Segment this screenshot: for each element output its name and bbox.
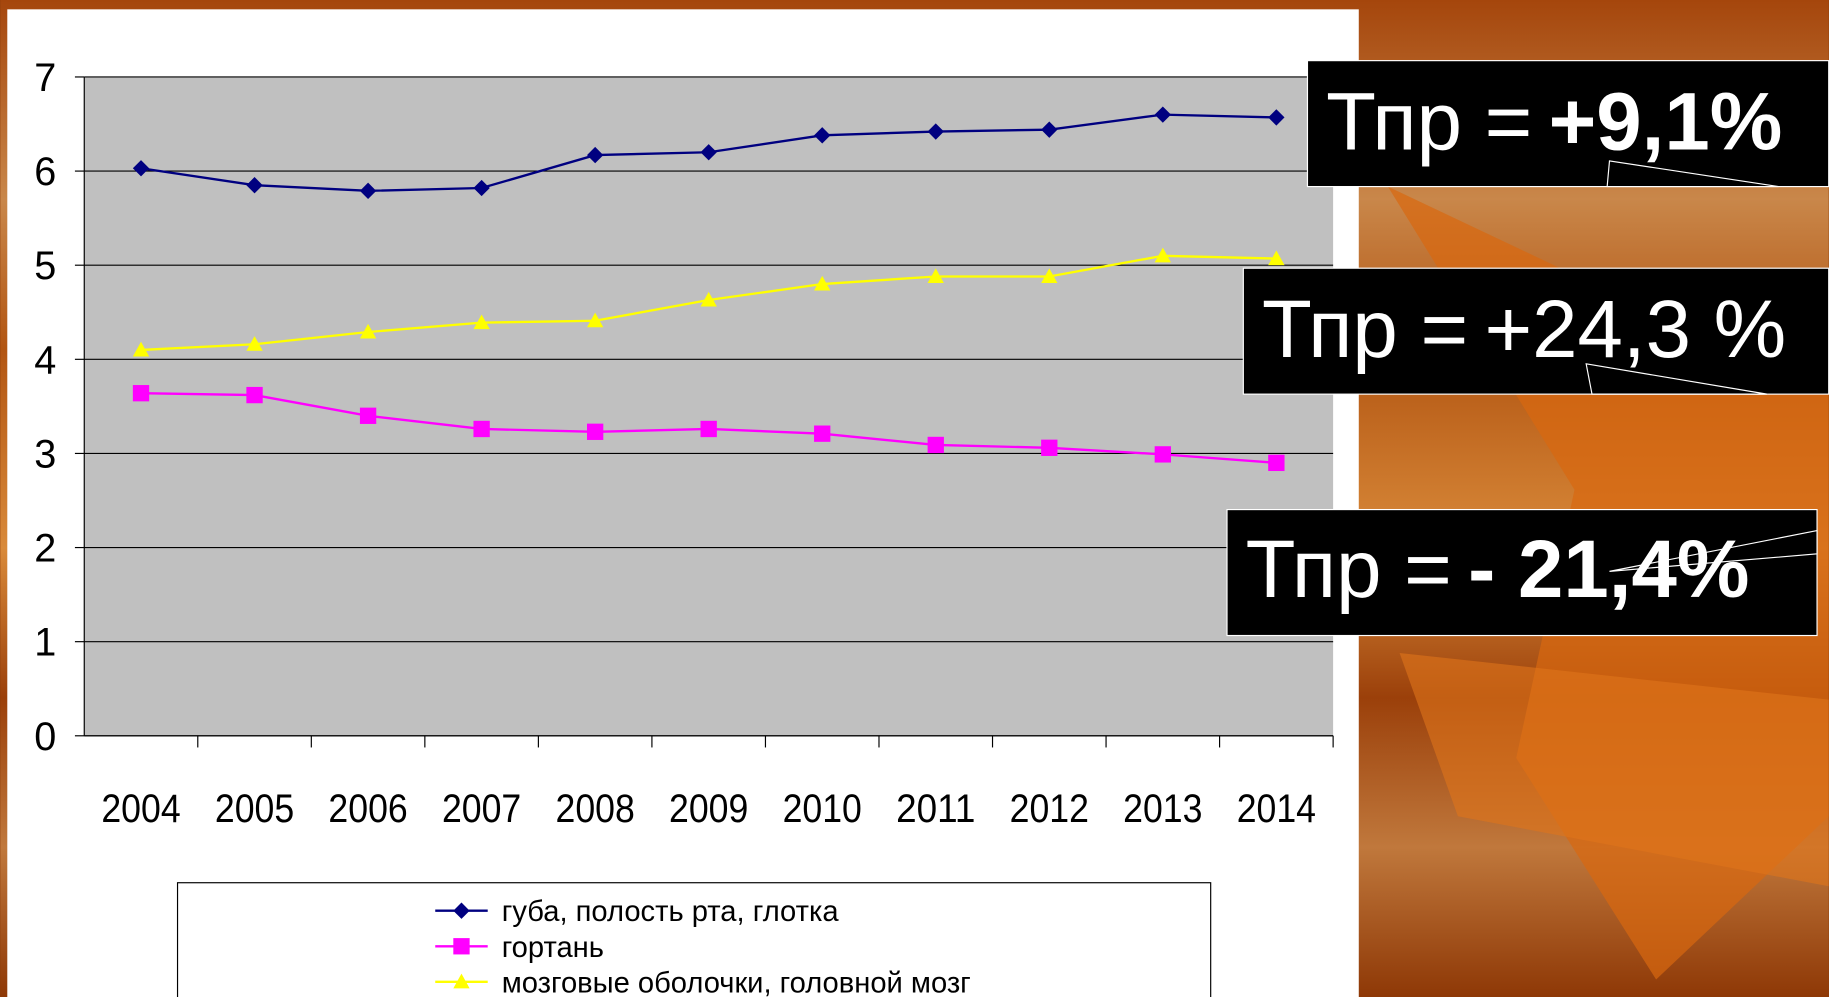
legend-entries: губа, полость рта, глотка гортаньмозговые… (435, 896, 971, 997)
callout-label: Тпр = (1326, 76, 1532, 167)
marker (246, 177, 263, 194)
x-tick-label: 2009 (669, 787, 748, 831)
y-tick-label: 0 (34, 715, 56, 759)
marker (1041, 439, 1058, 456)
plot-area (84, 76, 1334, 736)
x-tick-label: 2012 (1010, 787, 1089, 831)
callout-value: - 21,4% (1468, 524, 1749, 615)
x-tick-label: 2006 (328, 787, 407, 831)
marker (700, 291, 717, 307)
marker (700, 144, 717, 161)
grid: 0 1 2 3 4 5 6 7 2004 2005 2006 2007 2008 2009 2010 2011… (34, 56, 1334, 831)
marker (453, 902, 470, 919)
callout-value: +9,1% (1549, 76, 1783, 167)
callout-value: +24,3 % (1485, 284, 1787, 375)
marker (586, 423, 604, 440)
callout-text: Тпр = +24,3 % (1262, 284, 1786, 375)
marker (927, 123, 944, 140)
callout-tail (1609, 529, 1818, 572)
legend-label: губа, полость рта, глотка (502, 896, 840, 928)
x-tick-label: 2011 (896, 787, 975, 831)
marker (927, 268, 944, 284)
legend-label: мозговые оболочки, головной мозг (502, 967, 971, 997)
callout-box (1226, 508, 1818, 637)
callout-box (1242, 267, 1829, 395)
legend (176, 882, 1212, 997)
callout-text: Тпр = +9,1% (1326, 76, 1782, 167)
marker (473, 314, 490, 330)
marker (246, 336, 263, 351)
y-tick-label: 4 (34, 338, 56, 382)
marker (1154, 247, 1171, 263)
callout-label: Тпр = (1246, 524, 1452, 615)
marker (1268, 454, 1285, 472)
marker (586, 312, 604, 328)
x-tick-label: 2008 (556, 787, 635, 831)
y-tick-label: 1 (34, 621, 56, 665)
x-tick-label: 2013 (1123, 787, 1202, 831)
callout-box (1306, 60, 1829, 188)
y-tick-label: 5 (34, 244, 56, 288)
marker (1154, 106, 1171, 123)
x-tick-label: 2014 (1237, 787, 1316, 831)
x-tick-label: 2005 (215, 787, 294, 831)
marker (453, 938, 470, 955)
x-tick-label: 2007 (442, 787, 521, 831)
marker (473, 179, 490, 197)
legend-label: гортань (502, 932, 604, 964)
marker (1041, 121, 1058, 138)
marker (359, 323, 377, 339)
x-tick-label: 2004 (101, 787, 180, 831)
callout-tail (1606, 160, 1779, 188)
y-tick-label: 3 (34, 432, 56, 476)
marker (586, 146, 604, 164)
marker (473, 420, 490, 438)
marker (359, 182, 377, 200)
marker (453, 973, 470, 989)
y-tick-label: 6 (34, 150, 56, 194)
marker (132, 341, 150, 357)
marker (700, 420, 717, 438)
y-tick-label: 2 (34, 527, 56, 571)
marker (814, 275, 831, 291)
y-tick-label: 7 (34, 56, 56, 100)
x-tick-label: 2010 (783, 787, 862, 831)
callout-label: Тпр = (1262, 284, 1468, 375)
marker (246, 386, 263, 404)
leaf-decor (1399, 653, 1829, 887)
marker (1154, 446, 1171, 463)
marker (814, 425, 831, 442)
annotations: Тпр = +9,1%Тпр = +24,3 %Тпр = - 21,4% (1226, 60, 1829, 637)
marker (1268, 250, 1285, 266)
marker (359, 407, 377, 424)
callout-text: Тпр = - 21,4% (1246, 524, 1750, 615)
marker (927, 436, 944, 454)
callout-tail (1585, 363, 1768, 395)
marker (132, 385, 150, 402)
marker (1041, 268, 1058, 284)
